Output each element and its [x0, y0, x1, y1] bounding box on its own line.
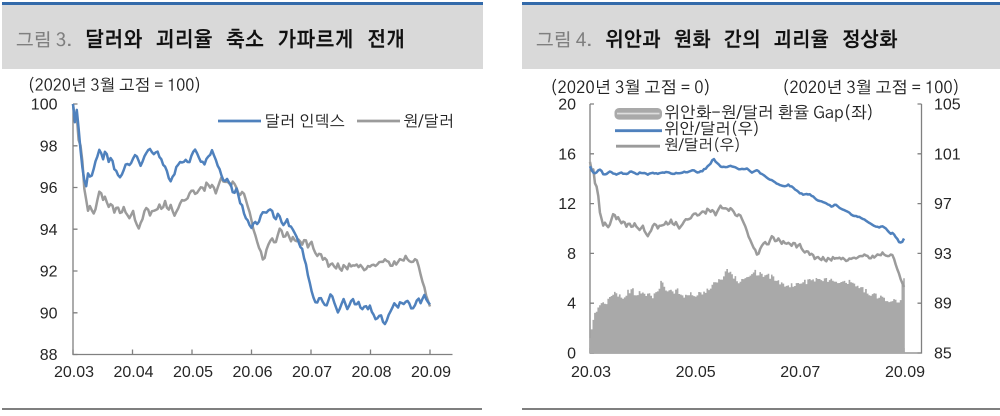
svg-text:4: 4 [567, 296, 576, 313]
svg-text:20.05: 20.05 [173, 364, 213, 381]
svg-text:93: 93 [934, 246, 952, 263]
svg-text:90: 90 [40, 305, 58, 322]
svg-text:20.04: 20.04 [113, 364, 153, 381]
svg-text:12: 12 [558, 196, 576, 213]
svg-text:8: 8 [567, 246, 576, 263]
svg-text:0: 0 [567, 346, 576, 363]
svg-text:20: 20 [558, 97, 576, 114]
svg-text:101: 101 [934, 146, 961, 163]
svg-text:89: 89 [934, 296, 952, 313]
svg-text:96: 96 [40, 180, 58, 197]
svg-text:88: 88 [40, 347, 58, 364]
svg-text:85: 85 [934, 346, 952, 363]
svg-text:97: 97 [934, 196, 952, 213]
svg-text:20.06: 20.06 [232, 364, 272, 381]
svg-text:92: 92 [40, 264, 58, 281]
svg-text:20.07: 20.07 [292, 364, 332, 381]
svg-text:100: 100 [31, 97, 58, 114]
svg-text:20.03: 20.03 [571, 364, 611, 381]
svg-text:94: 94 [40, 222, 58, 239]
svg-text:20.09: 20.09 [411, 364, 451, 381]
svg-text:20.08: 20.08 [351, 364, 391, 381]
svg-text:20.07: 20.07 [780, 364, 820, 381]
svg-text:105: 105 [934, 97, 961, 114]
svg-text:20.09: 20.09 [885, 364, 925, 381]
svg-text:16: 16 [558, 146, 576, 163]
svg-text:98: 98 [40, 138, 58, 155]
svg-text:20.05: 20.05 [676, 364, 716, 381]
svg-text:20.03: 20.03 [54, 364, 94, 381]
